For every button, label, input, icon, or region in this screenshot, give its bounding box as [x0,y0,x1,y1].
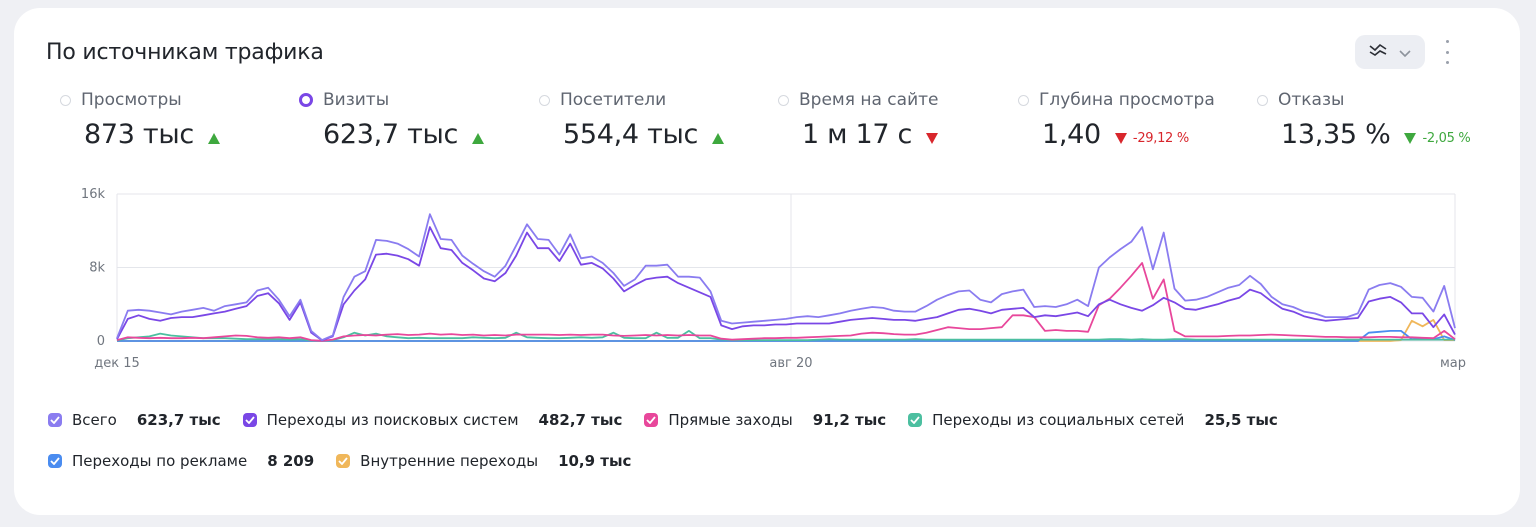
chart-type-dropdown[interactable] [1355,35,1425,69]
metric-label: Глубина просмотра [1039,90,1215,110]
metric-pageviews[interactable]: Просмотры 873 тыс [60,88,220,150]
metric-value: 1,40 [1042,119,1101,150]
metric-value: 554,4 тыс [563,119,699,150]
legend-label: Переходы из социальных сетей [932,411,1185,429]
legend-value: 482,7 тыс [538,411,623,429]
metric-radio[interactable] [60,94,71,106]
more-menu-icon[interactable] [1440,40,1454,64]
chevron-down-icon [1398,43,1412,62]
metric-label: Просмотры [81,90,182,110]
metric-bounce-rate[interactable]: Отказы 13,35 % -2,05 % [1257,88,1471,150]
widget-title: По источникам трафика [46,40,324,65]
y-tick-label: 16k [81,187,106,202]
legend-item-ads[interactable]: Переходы по рекламе 8 209 [48,452,314,470]
checkbox-checked-icon[interactable] [908,413,923,427]
legend-value: 8 209 [267,452,315,470]
x-tick-label: мар [1440,356,1466,371]
series-line [116,226,1456,342]
metric-value: 873 тыс [84,119,194,150]
metric-radio[interactable] [778,94,789,106]
metric-label: Отказы [1278,90,1345,110]
metric-time-on-site[interactable]: Время на сайте 1 м 17 с [778,88,938,150]
metric-radio[interactable] [539,94,550,106]
legend-item-search[interactable]: Переходы из поисковых систем 482,7 тыс [242,411,623,429]
legend-value: 91,2 тыс [812,411,887,429]
trend-up-icon [712,133,725,144]
legend-label: Переходы по рекламе [72,452,248,470]
chart-axes: 16k 8k 0 дек 15 авг 20 мар [81,187,1466,371]
legend-value: 10,9 тыс [558,452,632,470]
metric-radio[interactable] [1018,94,1029,106]
y-tick-label: 0 [97,334,105,349]
metric-value: 13,35 % [1281,119,1391,150]
legend-item-internal[interactable]: Внутренние переходы 10,9 тыс [336,452,631,470]
trend-down-good-icon [1404,133,1417,144]
checkbox-checked-icon[interactable] [336,454,351,468]
legend-row-2: Переходы по рекламе 8 209 Внутренние пер… [48,452,653,470]
checkbox-checked-icon[interactable] [644,413,659,427]
legend-item-social[interactable]: Переходы из социальных сетей 25,5 тыс [908,411,1278,429]
metric-value: 1 м 17 с [802,119,913,150]
series-line [116,261,1456,342]
legend-item-direct[interactable]: Прямые заходы 91,2 тыс [644,411,886,429]
legend-value: 623,7 тыс [136,411,221,429]
x-tick-label: дек 15 [94,356,140,371]
line-chart-icon [1368,42,1388,62]
metric-radio-selected[interactable] [299,93,313,107]
metric-page-depth[interactable]: Глубина просмотра 1,40 -29,12 % [1018,88,1215,150]
metric-label: Время на сайте [799,90,939,110]
series-line [116,213,1456,342]
metric-visits[interactable]: Визиты 623,7 тыс [299,88,485,150]
trend-up-icon [207,133,220,144]
legend-label: Переходы из поисковых систем [266,411,519,429]
trend-down-icon [1114,133,1127,144]
x-tick-label: авг 20 [769,356,812,371]
legend-value: 25,5 тыс [1204,411,1278,429]
metric-visitors[interactable]: Посетители 554,4 тыс [539,88,725,150]
legend-item-total[interactable]: Всего 623,7 тыс [48,411,221,429]
metric-value: 623,7 тыс [323,119,459,150]
trend-up-icon [472,133,485,144]
metric-label: Посетители [560,90,667,110]
metric-radio[interactable] [1257,94,1268,106]
trend-down-icon [926,133,939,144]
chart-lines [116,213,1456,342]
metric-delta: -29,12 % [1132,131,1189,146]
metric-delta: -2,05 % [1422,131,1471,146]
traffic-sources-card [14,8,1520,515]
legend-row-1: Всего 623,7 тыс Переходы из поисковых си… [48,411,1300,429]
legend-label: Внутренние переходы [360,452,539,470]
legend-label: Прямые заходы [668,411,793,429]
metric-label: Визиты [323,90,390,110]
legend-label: Всего [72,411,117,429]
checkbox-checked-icon[interactable] [242,413,257,427]
checkbox-checked-icon[interactable] [48,413,62,427]
y-tick-label: 8k [89,261,105,276]
checkbox-checked-icon[interactable] [48,454,62,468]
